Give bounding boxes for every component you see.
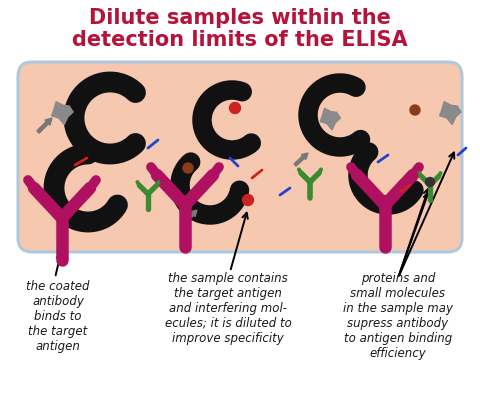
Polygon shape (320, 108, 340, 130)
Circle shape (425, 178, 434, 186)
Text: Dilute samples within the: Dilute samples within the (89, 8, 391, 28)
Text: the coated
antibody
binds to
the target
antigen: the coated antibody binds to the target … (26, 280, 90, 353)
Circle shape (242, 194, 253, 206)
Circle shape (183, 163, 193, 173)
FancyArrow shape (184, 210, 197, 223)
Circle shape (229, 102, 240, 114)
Text: the sample contains
the target antigen
and interfering mol-
ecules; it is dilute: the sample contains the target antigen a… (165, 272, 291, 345)
Polygon shape (52, 102, 73, 124)
FancyBboxPatch shape (18, 62, 462, 252)
Text: detection limits of the ELISA: detection limits of the ELISA (72, 30, 408, 50)
FancyArrow shape (294, 153, 308, 166)
Text: proteins and
small molecules
in the sample may
supress antibody
to antigen bindi: proteins and small molecules in the samp… (343, 272, 453, 360)
FancyArrow shape (37, 118, 52, 133)
Polygon shape (440, 102, 461, 124)
Circle shape (410, 105, 420, 115)
